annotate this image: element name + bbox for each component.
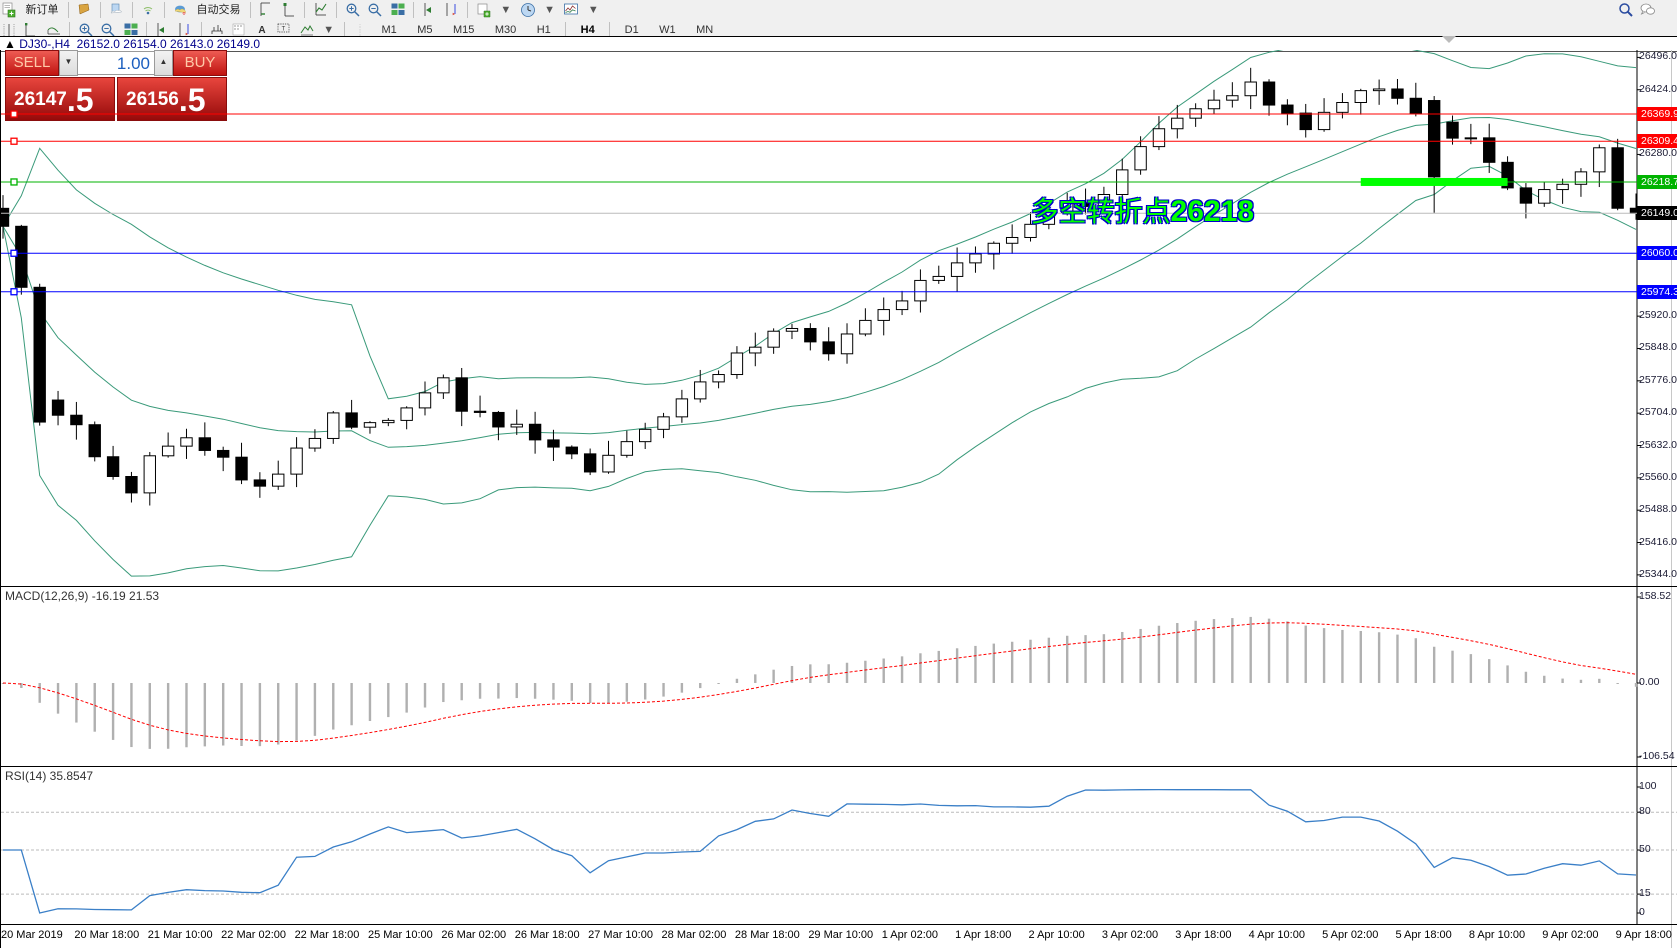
svg-text:A: A: [258, 25, 265, 36]
svg-text:T: T: [282, 27, 286, 33]
